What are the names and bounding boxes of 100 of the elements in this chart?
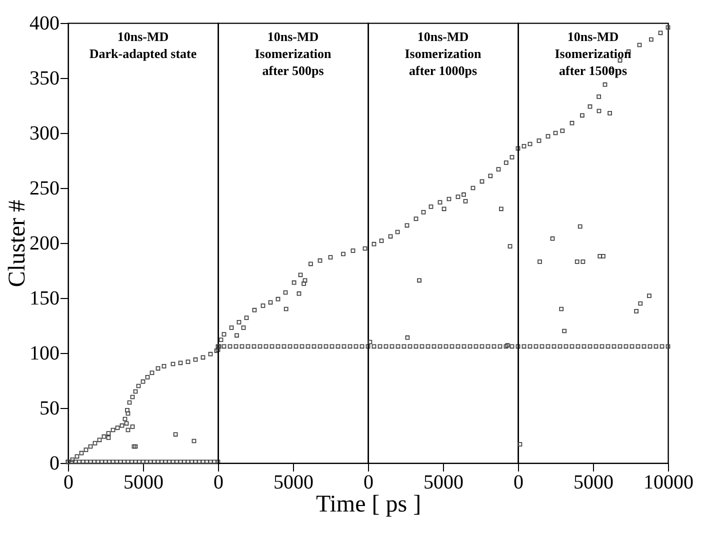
point bbox=[162, 364, 166, 368]
point bbox=[384, 344, 388, 349]
point bbox=[496, 167, 501, 172]
point bbox=[302, 278, 308, 283]
point bbox=[276, 296, 280, 302]
point bbox=[528, 142, 532, 146]
point bbox=[426, 344, 430, 349]
annotation: 10ns-MD Isomerization after 1000ps bbox=[404, 29, 482, 78]
point bbox=[156, 460, 160, 464]
point bbox=[576, 344, 580, 349]
point bbox=[106, 436, 111, 440]
point bbox=[229, 326, 234, 330]
y-tick-label: 350 bbox=[30, 68, 60, 90]
point bbox=[420, 344, 424, 349]
point bbox=[499, 206, 504, 212]
point bbox=[649, 37, 654, 42]
point bbox=[115, 426, 120, 430]
point bbox=[637, 42, 642, 48]
point bbox=[197, 460, 202, 464]
point bbox=[553, 130, 558, 136]
point bbox=[366, 344, 370, 349]
point bbox=[638, 301, 643, 306]
point bbox=[270, 344, 274, 349]
point bbox=[468, 344, 472, 349]
point bbox=[456, 194, 460, 199]
point bbox=[252, 344, 256, 349]
y-tick-label: 250 bbox=[30, 178, 60, 200]
point bbox=[658, 30, 663, 36]
point bbox=[170, 362, 176, 366]
y-tick-label: 150 bbox=[30, 288, 60, 310]
point bbox=[480, 179, 484, 184]
x-axis-title: Time [ ps ] bbox=[316, 492, 422, 518]
point bbox=[516, 146, 520, 151]
point bbox=[414, 216, 418, 221]
point bbox=[110, 428, 116, 432]
point bbox=[268, 300, 273, 305]
point bbox=[292, 280, 296, 285]
point bbox=[647, 294, 652, 298]
point bbox=[204, 460, 209, 464]
point bbox=[612, 344, 616, 349]
point bbox=[580, 113, 584, 118]
point bbox=[594, 344, 598, 349]
point bbox=[666, 25, 670, 30]
point bbox=[574, 260, 580, 264]
point bbox=[546, 134, 550, 138]
point bbox=[318, 258, 322, 263]
point bbox=[442, 206, 446, 212]
point bbox=[178, 460, 183, 464]
point bbox=[318, 344, 322, 349]
point bbox=[354, 344, 358, 349]
point bbox=[446, 196, 452, 202]
point bbox=[598, 254, 602, 258]
point bbox=[70, 458, 75, 462]
point bbox=[570, 344, 574, 349]
point bbox=[601, 254, 606, 258]
point bbox=[636, 344, 640, 349]
point bbox=[125, 408, 130, 412]
point bbox=[350, 248, 356, 253]
point bbox=[660, 344, 664, 349]
point bbox=[328, 255, 333, 260]
y-tick-label: 300 bbox=[30, 122, 60, 144]
point bbox=[588, 104, 592, 109]
point bbox=[486, 344, 490, 349]
x-tick-label: 5000 bbox=[424, 472, 464, 494]
point bbox=[163, 460, 168, 464]
point bbox=[222, 332, 226, 336]
point bbox=[536, 138, 542, 143]
point bbox=[120, 423, 124, 428]
point bbox=[522, 144, 526, 148]
point bbox=[124, 421, 129, 426]
point bbox=[234, 344, 238, 349]
point bbox=[630, 344, 634, 349]
point bbox=[402, 344, 406, 349]
point bbox=[208, 352, 213, 356]
point bbox=[462, 344, 466, 349]
point bbox=[252, 308, 257, 312]
point bbox=[92, 441, 98, 446]
point bbox=[100, 460, 104, 464]
x-tick-label: 0 bbox=[214, 472, 224, 494]
point bbox=[480, 344, 484, 349]
point bbox=[92, 460, 96, 464]
point bbox=[600, 344, 604, 349]
point bbox=[144, 460, 149, 464]
point bbox=[372, 344, 376, 349]
point bbox=[324, 344, 328, 349]
point bbox=[222, 344, 226, 349]
point bbox=[193, 357, 198, 362]
point bbox=[110, 460, 116, 464]
point bbox=[84, 460, 89, 464]
y-tick-label: 400 bbox=[30, 12, 60, 34]
point bbox=[642, 344, 646, 349]
y-tick-label: 200 bbox=[30, 232, 60, 254]
point bbox=[160, 460, 164, 464]
point bbox=[306, 344, 310, 349]
point bbox=[136, 384, 141, 388]
point bbox=[444, 344, 448, 349]
point bbox=[634, 309, 639, 314]
point bbox=[182, 460, 186, 464]
point bbox=[130, 394, 135, 400]
point bbox=[518, 442, 522, 446]
